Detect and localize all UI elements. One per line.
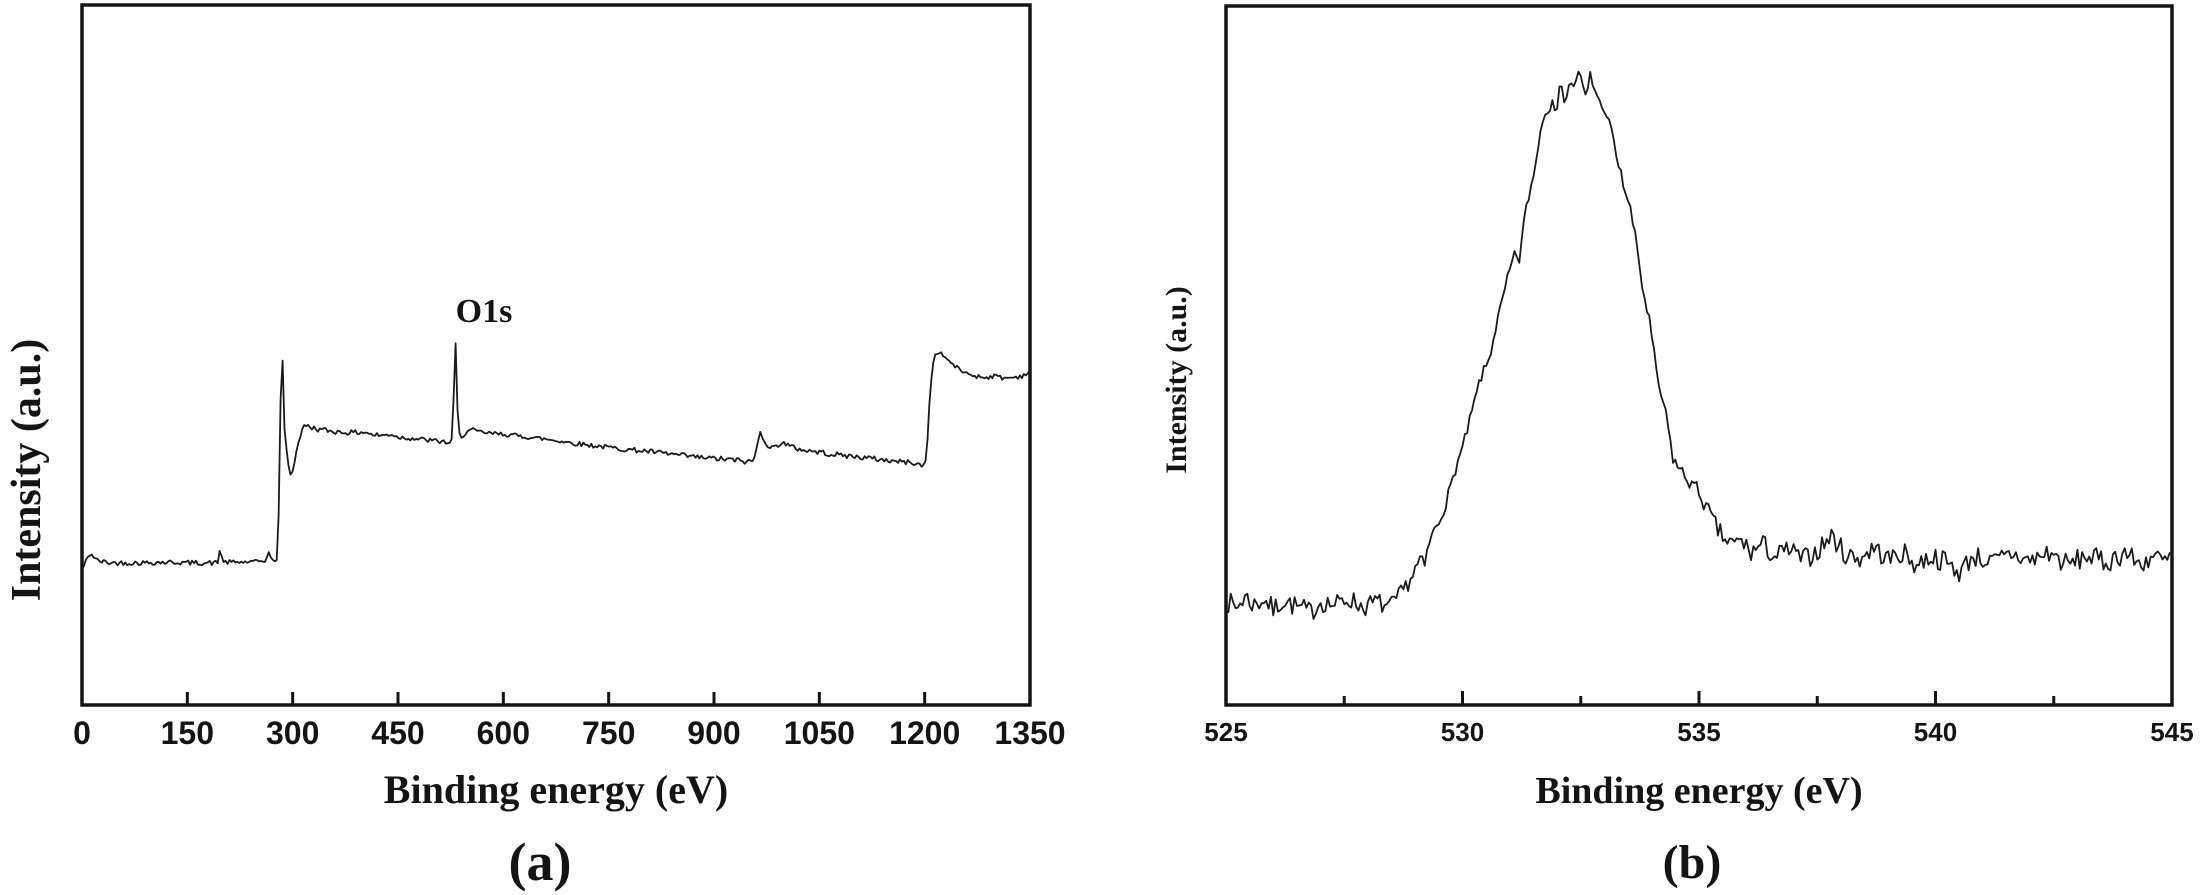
x-axis-tick-label: 1200: [889, 715, 960, 751]
x-axis-tick-label: 600: [477, 715, 530, 751]
x-axis-tick-label: 150: [161, 715, 214, 751]
x-axis-tick-label: 530: [1441, 717, 1484, 747]
x-axis-tick-label: 540: [1914, 717, 1957, 747]
panel-b-spectrum-curve: [1225, 70, 2173, 620]
panel-b-x-axis: 525 530 535 540 545: [1204, 691, 2194, 747]
panel-a-y-axis-title: Intensity (a.u.): [4, 339, 50, 602]
panel-b-x-axis-title: Binding energy (eV): [1535, 770, 1862, 812]
panel-b: 525 530 535 540 545 Binding energy (eV) Inte…: [1160, 4, 2194, 889]
x-axis-tick-label: 535: [1677, 717, 1720, 747]
x-axis-tick-label: 900: [687, 715, 740, 751]
x-axis-tick-label: 300: [266, 715, 319, 751]
x-axis-tick-label: 0: [73, 715, 91, 751]
x-axis-tick-label: 525: [1204, 717, 1247, 747]
panel-a: 0 150 300 450 600 750 900 1050 1200 1350 O1s Bind…: [4, 3, 1066, 892]
x-axis-tick-label: 1050: [784, 715, 855, 751]
panel-b-caption: (b): [1663, 836, 1722, 889]
panel-a-spectrum-curve: [81, 342, 1031, 571]
x-axis-tick-label: 1350: [994, 715, 1065, 751]
panel-a-caption: (a): [509, 832, 572, 892]
panel-a-x-axis-title: Binding energy (eV): [384, 767, 728, 812]
x-axis-tick-label: 545: [2150, 717, 2193, 747]
x-axis-tick-label: 450: [371, 715, 424, 751]
panel-a-peak-annotation-O1s: O1s: [456, 293, 513, 330]
panel-b-y-axis-title: Intensity (a.u.): [1160, 286, 1193, 474]
x-axis-tick-label: 750: [582, 715, 635, 751]
panel-a-x-axis: 0 150 300 450 600 750 900 1050 1200 1350: [73, 692, 1066, 751]
panel-a-plot-area: [80, 3, 1032, 707]
